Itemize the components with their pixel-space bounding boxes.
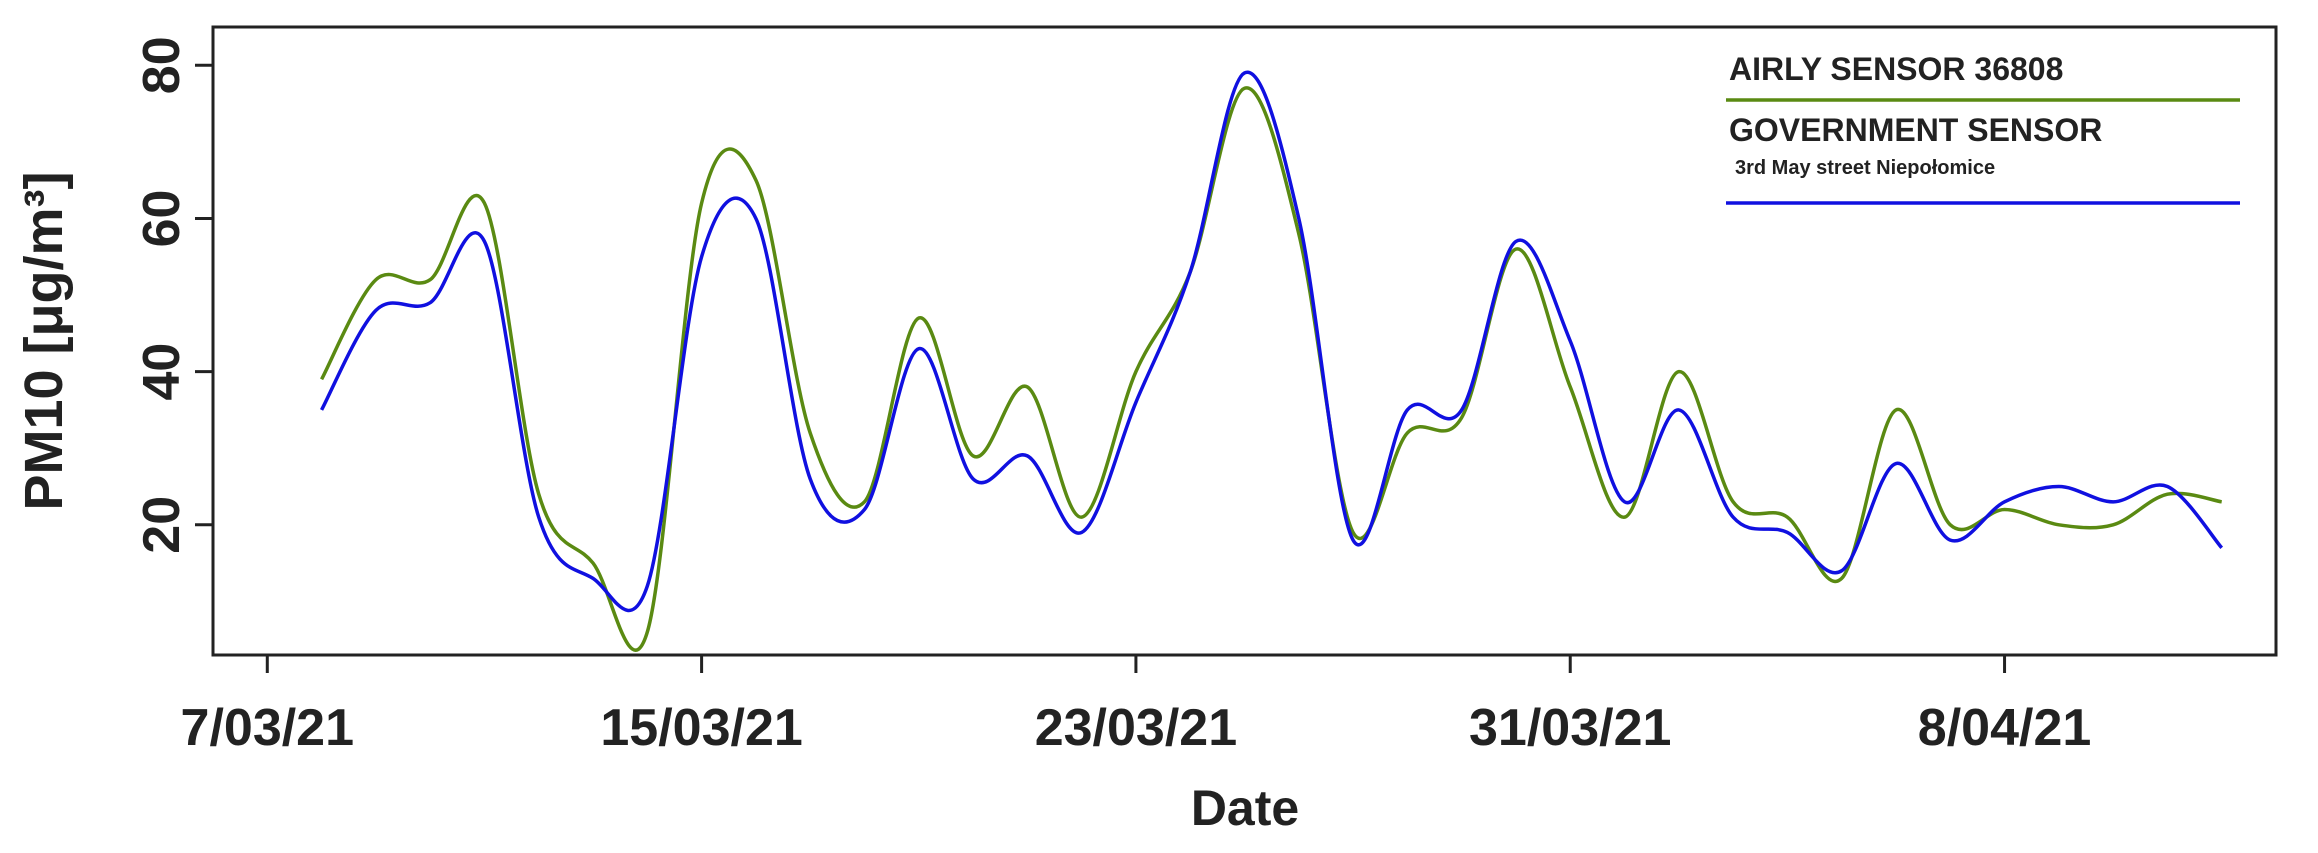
series-line [320,70,2224,613]
legend-label: GOVERNMENT SENSOR [1729,112,2102,148]
x-tick-label: 7/03/21 [181,699,355,757]
y-tick-label: 80 [133,36,191,94]
x-tick-label: 31/03/21 [1469,699,1671,757]
y-tick-label: 40 [133,343,191,401]
legend-note: 3rd May street Niepołomice [1735,157,1995,179]
y-tick-label: 60 [133,190,191,248]
legend-label: AIRLY SENSOR 36808 [1729,51,2063,87]
series-line [320,86,2223,652]
plot-frame [211,25,2278,657]
y-tick-label: 20 [133,496,191,554]
x-tick-label: 15/03/21 [600,699,802,757]
x-tick-label: 23/03/21 [1035,699,1237,757]
x-axis-title: Date [1191,780,1299,836]
x-tick-label: 8/04/21 [1918,699,2092,757]
y-axis-title: PM10 [μg/m³] [14,171,74,510]
